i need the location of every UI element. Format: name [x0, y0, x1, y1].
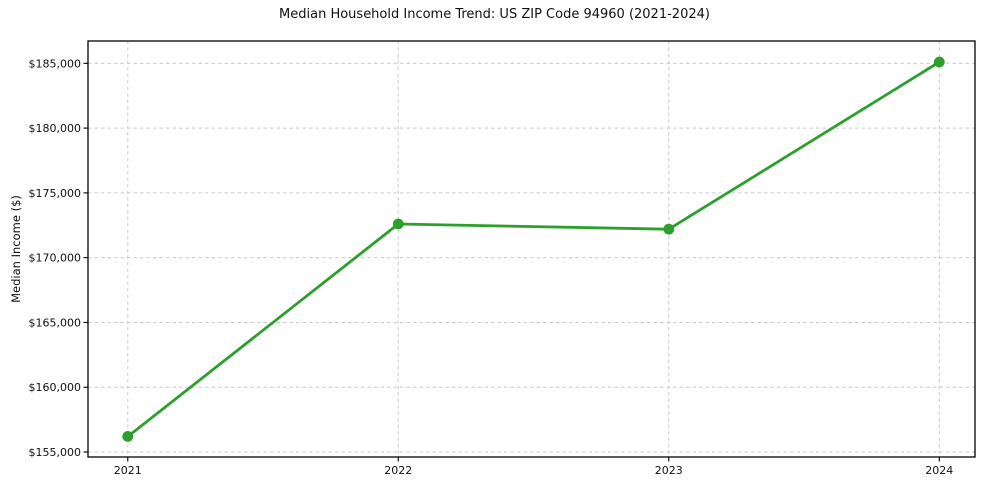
y-axis-tick-label: $170,000 [29, 252, 82, 265]
y-axis-tick-label: $165,000 [29, 316, 82, 329]
x-axis-tick-label: 2023 [655, 464, 683, 477]
y-axis-tick-label: $160,000 [29, 381, 82, 394]
plot-border [87, 40, 976, 458]
y-axis-tick-label: $180,000 [29, 122, 82, 135]
x-axis-tick-label: 2021 [114, 464, 142, 477]
y-axis-tick-label: $185,000 [29, 57, 82, 70]
x-axis-tick-label: 2022 [384, 464, 412, 477]
income-trend-line [126, 60, 941, 438]
y-axis-tick-label: $155,000 [29, 446, 82, 459]
data-point-2021 [122, 431, 134, 442]
data-point-2022 [392, 218, 404, 230]
data-point-2023 [663, 223, 675, 235]
y-axis-tick-label: $175,000 [29, 187, 82, 200]
chart-title: Median Household Income Trend: US ZIP Co… [279, 7, 710, 22]
data-point-2024 [933, 56, 945, 68]
x-axis-tick-label: 2024 [925, 464, 953, 477]
